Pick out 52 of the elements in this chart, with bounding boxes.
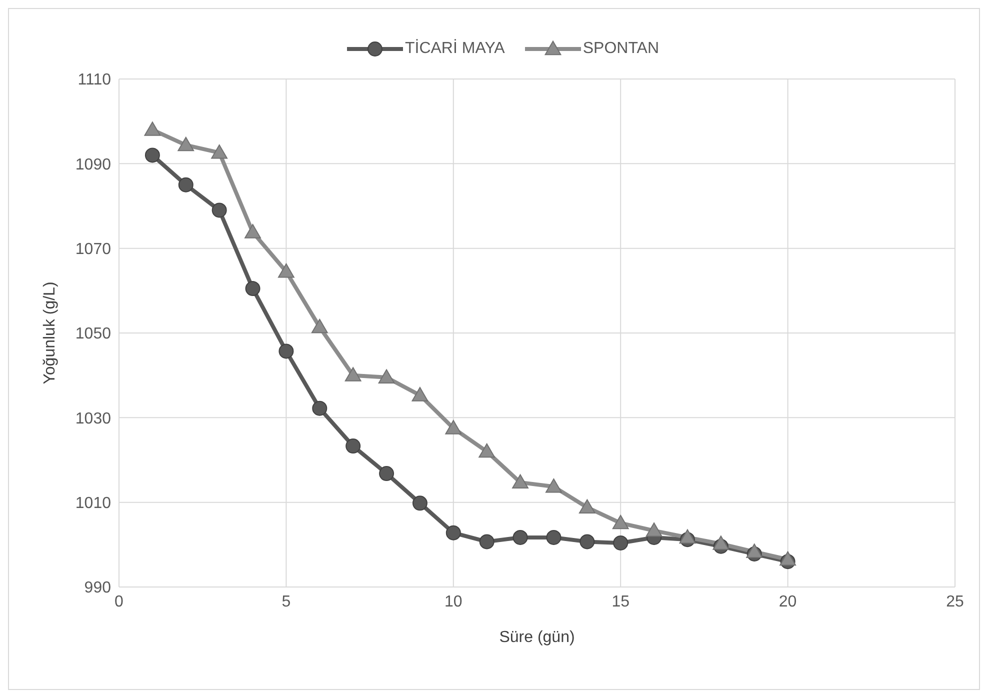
x-tick-label: 15: [612, 593, 630, 610]
point: [144, 122, 161, 136]
point: [578, 499, 596, 514]
point: [346, 438, 361, 454]
point: [712, 536, 730, 550]
point: [278, 263, 294, 278]
point: [613, 535, 628, 550]
point: [479, 534, 494, 550]
x-axis-title: Süre (gün): [499, 629, 575, 646]
point: [312, 400, 328, 416]
point: [344, 367, 362, 382]
x-tick-label: 5: [282, 593, 291, 610]
point: [580, 534, 595, 550]
point: [478, 443, 496, 458]
x-tick-label: 10: [444, 593, 462, 610]
point: [244, 224, 261, 238]
y-tick-label: 1110: [78, 72, 112, 89]
point: [445, 420, 462, 434]
point: [512, 474, 528, 489]
x-tick-label: 20: [778, 593, 797, 610]
point: [412, 496, 428, 511]
point: [612, 514, 629, 530]
point: [546, 530, 562, 545]
y-tick-label: 990: [84, 580, 112, 597]
point: [311, 318, 328, 334]
point: [679, 529, 696, 544]
point: [780, 551, 796, 566]
y-tick-label: 1090: [75, 156, 112, 174]
y-axis-title: Yoğunluk (g/L): [42, 282, 59, 384]
point: [144, 148, 160, 163]
point: [646, 522, 662, 537]
point: [446, 525, 461, 540]
legend-label: TİCARİ MAYA: [404, 40, 505, 58]
point: [178, 136, 194, 152]
point: [378, 369, 395, 384]
point: [245, 281, 260, 296]
point: [379, 466, 394, 482]
y-tick-label: 1010: [75, 495, 112, 512]
y-tick-label: 1030: [75, 410, 112, 428]
point: [512, 530, 528, 545]
point: [278, 344, 294, 359]
y-tick-label: 1070: [75, 241, 112, 258]
point: [211, 144, 228, 159]
point: [546, 478, 562, 493]
point: [746, 544, 763, 558]
legend-label: SPONTAN: [582, 40, 659, 58]
point: [412, 387, 428, 402]
y-tick-label: 1050: [75, 326, 112, 343]
point: [212, 202, 227, 218]
point: [178, 177, 194, 192]
x-tick-label: 25: [946, 593, 964, 610]
x-tick-label: 0: [114, 593, 124, 610]
